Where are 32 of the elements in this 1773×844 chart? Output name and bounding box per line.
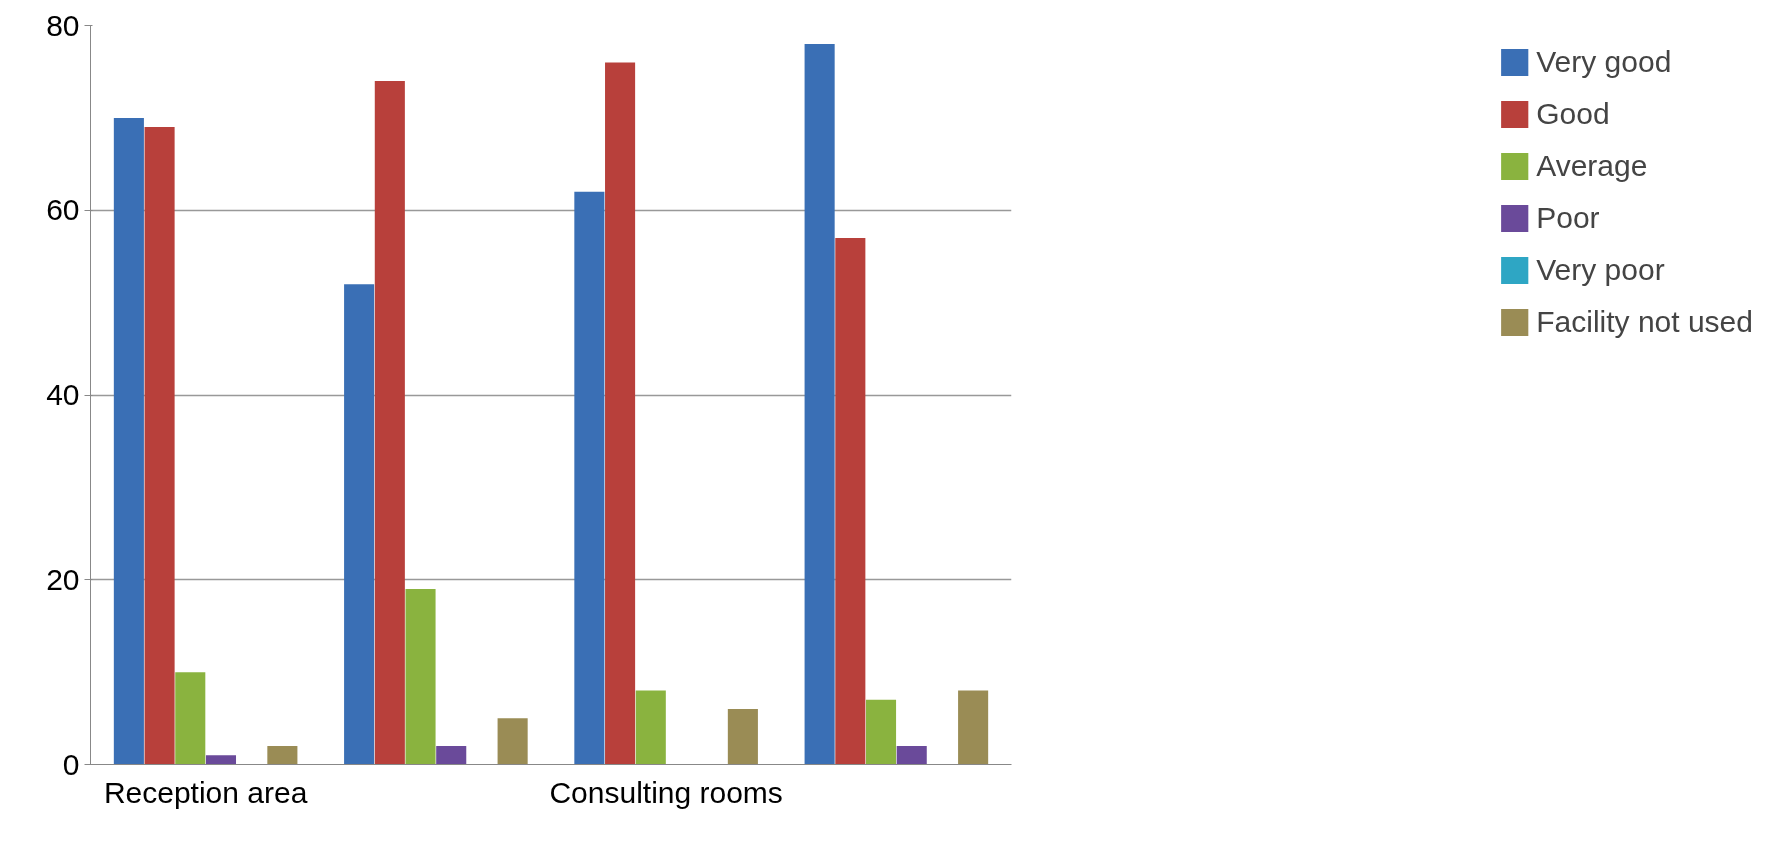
bar xyxy=(896,746,927,765)
bar xyxy=(605,62,636,765)
legend-label: Very poor xyxy=(1536,253,1665,287)
x-tick-label: Consulting rooms xyxy=(549,775,783,809)
bar xyxy=(405,588,436,765)
bar xyxy=(175,672,206,765)
bar xyxy=(958,690,989,765)
x-tick-label: Reception area xyxy=(103,775,308,809)
bar xyxy=(497,718,528,765)
bar xyxy=(113,117,144,765)
y-tick-label: 0 xyxy=(62,747,80,781)
legend-label: Average xyxy=(1536,149,1648,183)
bar xyxy=(205,755,237,765)
y-tick-label: 20 xyxy=(46,562,80,596)
bar xyxy=(804,43,835,765)
bar xyxy=(865,699,897,765)
bar xyxy=(144,127,175,765)
y-tick-label: 60 xyxy=(46,193,80,227)
bar xyxy=(574,191,605,765)
bar xyxy=(835,237,866,765)
bar xyxy=(374,80,405,765)
bar xyxy=(436,746,467,765)
bar xyxy=(267,746,298,765)
legend-label: Poor xyxy=(1536,201,1600,235)
y-tick-label: 40 xyxy=(46,378,80,411)
legend-label: Very good xyxy=(1536,45,1672,79)
bar xyxy=(727,709,758,765)
legend-label: Good xyxy=(1536,97,1610,131)
legend-label: Facility not used xyxy=(1536,305,1753,339)
bar xyxy=(635,690,666,765)
y-tick-label: 80 xyxy=(46,8,80,42)
bar xyxy=(344,284,375,765)
